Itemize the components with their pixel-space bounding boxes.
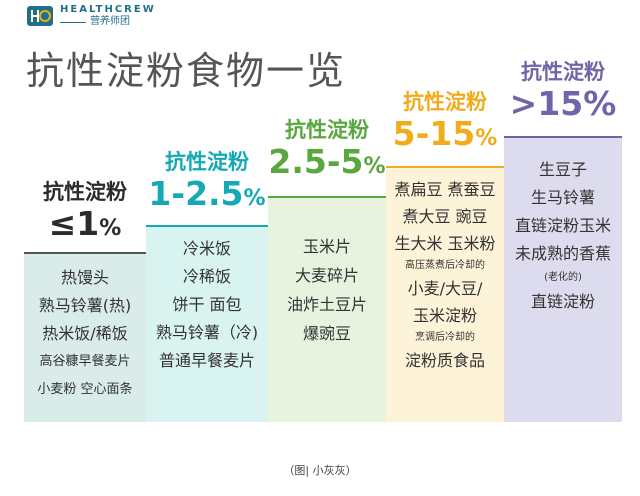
column-3-item: 大麦碎片 [294,266,359,285]
column-4-item: 煮扁豆 煮蚕豆 [394,180,496,199]
column-2-item: 普通早餐麦片 [158,351,255,370]
column-2-item: 冷米饭 [182,239,231,258]
column-5-item: 生豆子 [538,160,587,179]
column-1-item: 高谷糠早餐麦片 [39,354,131,369]
column-2-item: 冷稀饭 [182,267,231,286]
column-4-item: 小麦/大豆/ [407,279,483,298]
column-4-item: 烹调后冷却的 [415,332,475,343]
column-3-range: 2.5-5 [268,142,364,181]
column-5-heading: 抗性淀粉 [521,60,605,84]
column-1-divider [24,252,146,254]
column-2-item: 饼干 面包 [172,295,242,314]
logo-mark-icon [27,6,53,26]
column-2-heading-group: 抗性淀粉 1-2.5% [146,146,268,217]
column-1-heading-group: 抗性淀粉 ≤1% [24,176,146,247]
column-5-item: 生马铃薯 [530,188,595,207]
column-5-range-unit: % [583,84,617,123]
column-3-range-unit: % [363,154,386,179]
column-4-range-unit: % [475,126,498,151]
column-5-box: 生豆子 生马铃薯 直链淀粉玉米 未成熟的香蕉 (老化的) 直链淀粉 [504,138,622,422]
column-3-item: 玉米片 [302,237,351,256]
column-4-box: 煮扁豆 煮蚕豆 煮大豆 豌豆 生大米 玉米粉 高压蒸煮后冷却的 小麦/大豆/ 玉… [386,168,504,422]
brand-logo: HEALTHCREW 营养师团 [26,4,156,28]
column-5-range: >15 [509,84,584,123]
column-4-heading-group: 抗性淀粉 5-15% [386,86,504,157]
column-1-item: 热馒头 [60,268,109,287]
column-4-range: 5-15 [392,114,476,153]
column-5-heading-group: 抗性淀粉 >15% [504,56,622,122]
column-4-item: 高压蒸煮后冷却的 [405,260,485,271]
column-1-box: 热馒头 熟马铃薯(热) 热米饭/稀饭 高谷糠早餐麦片 小麦粉 空心面条 [24,254,146,422]
column-1-range-unit: % [99,216,122,241]
column-3-heading: 抗性淀粉 [285,118,369,142]
column-4-item: 玉米淀粉 [412,306,477,325]
column-1-range: ≤1 [48,204,100,243]
column-5-item: 直链淀粉 [530,292,595,311]
column-1-heading: 抗性淀粉 [43,180,127,204]
column-3-heading-group: 抗性淀粉 2.5-5% [268,114,386,185]
logo-sub-text: 营养师团 [90,16,130,27]
column-5-item: 直链淀粉玉米 [514,216,611,235]
column-1-item: 熟马铃薯(热) [38,296,132,315]
column-3-box: 玉米片 大麦碎片 油炸土豆片 爆豌豆 [268,198,386,422]
column-5-divider [504,136,622,138]
page-title: 抗性淀粉食物一览 [26,49,347,93]
column-4-item: 淀粉质食品 [404,351,485,370]
column-2-range: 1-2.5 [148,174,244,213]
image-caption: （图| 小灰灰） [283,464,357,477]
column-4-item: 生大米 玉米粉 [394,234,496,253]
logo-brand-text: HEALTHCREW [60,4,156,15]
column-4-divider [386,166,504,168]
column-3-item: 油炸土豆片 [286,295,367,314]
column-2-divider [146,225,268,227]
column-3-divider [268,196,386,198]
column-2-item: 熟马铃薯（冷) [155,323,259,342]
column-4-item: 煮大豆 豌豆 [402,207,488,226]
column-1-item: 热米饭/稀饭 [42,324,128,343]
column-5-item: (老化的) [544,272,582,283]
column-1-item: 小麦粉 空心面条 [37,382,133,397]
column-3-item: 爆豌豆 [302,324,351,343]
column-5-item: 未成熟的香蕉 [514,244,611,263]
column-2-box: 冷米饭 冷稀饭 饼干 面包 熟马铃薯（冷) 普通早餐麦片 [146,227,268,422]
column-4-heading: 抗性淀粉 [403,90,487,114]
column-2-range-unit: % [243,186,266,211]
column-2-heading: 抗性淀粉 [165,150,249,174]
